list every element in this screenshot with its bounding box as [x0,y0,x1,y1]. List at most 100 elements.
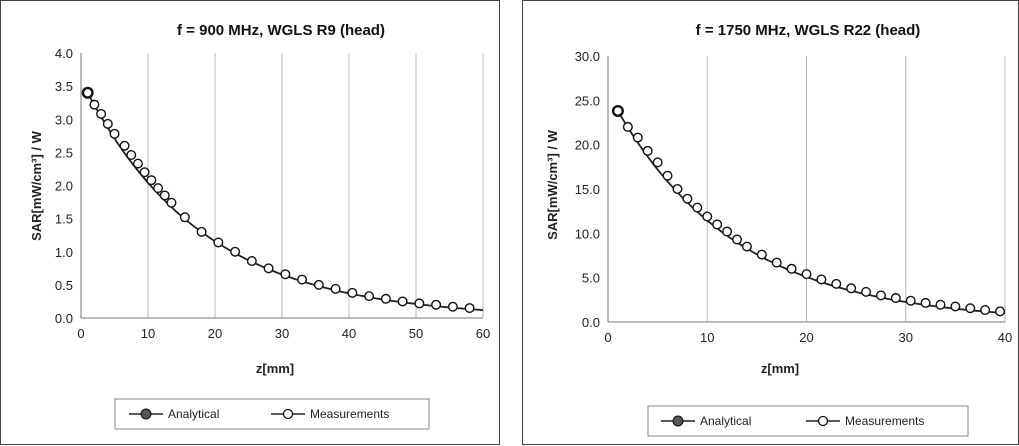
measurement-point [662,170,673,181]
measurement-point [166,197,177,208]
measurement-point [632,132,643,143]
chart-panel-900mhz: f = 900 MHz, WGLS R9 (head) z[mm] SAR[mW… [0,0,500,445]
measurement-point [132,158,143,169]
measurement-point [109,128,120,139]
measurement-point [297,274,308,285]
x-tick-label: 30 [275,326,289,341]
chart-title: f = 1750 MHz, WGLS R22 (head) [696,22,921,39]
measurement-point [196,226,207,237]
measurement-point [816,274,827,285]
measurement-point [771,257,782,268]
measurement-point [702,211,713,222]
legend-frame [114,398,430,430]
legend-measurements-label: Measurements [845,414,924,428]
x-tick-label: 20 [799,330,813,345]
x-tick-label: 40 [342,326,356,341]
measurement-point [364,291,375,302]
legend-analytical-marker [672,415,684,427]
y-tick-label: 0.5 [55,278,73,293]
measurement-point [397,296,408,307]
measurement-point [119,140,130,151]
y-tick-label: 30.0 [575,49,600,64]
measurement-point [139,167,150,178]
y-tick-label: 3.5 [55,79,73,94]
y-axis-label: SAR[mW/cm³] / W [29,130,44,241]
y-tick-label: 1.0 [55,245,73,260]
legend-measurements-marker [817,415,829,427]
measurement-point [712,219,723,230]
measurement-point [146,175,157,186]
measurement-point [280,269,291,280]
measurement-point [935,299,946,310]
measurement-point [905,295,916,306]
x-tick-label: 0 [77,326,84,341]
measurement-point [246,256,257,267]
analytical-series-line [617,110,1006,314]
measurement-point [82,87,93,98]
measurement-point [995,306,1006,317]
x-tick-label: 10 [141,326,155,341]
measurement-point [732,234,743,245]
measurement-point [722,226,733,237]
x-tick-label: 50 [409,326,423,341]
measurement-point [622,121,633,132]
measurement-point [447,301,458,312]
measurement-point [213,237,224,248]
y-tick-label: 2.5 [55,145,73,160]
x-tick-label: 10 [700,330,714,345]
y-tick-label: 3.0 [55,112,73,127]
legend-analytical-marker [140,408,152,420]
chart-panel-1750mhz: f = 1750 MHz, WGLS R22 (head) z[mm] SAR[… [522,0,1019,445]
measurement-point [313,279,324,290]
measurement-point [692,202,703,213]
chart-svg-1750mhz: f = 1750 MHz, WGLS R22 (head) z[mm] SAR[… [545,22,1013,437]
y-tick-label: 2.0 [55,179,73,194]
measurement-point [920,297,931,308]
measurement-point [890,293,901,304]
x-tick-label: 30 [899,330,913,345]
measurement-point [102,118,113,129]
measurement-point [672,183,683,194]
plot-area: 0 10 20 30 40 50 60 0.0 0.5 1.0 1.5 2.0 2.5 3.0 3.5 4.0 [55,46,490,341]
measurement-point [96,108,107,119]
x-tick-label: 0 [604,330,611,345]
y-tick-label: 10.0 [575,226,600,241]
legend: Analytical Measurements [647,405,969,437]
measurement-point [682,193,693,204]
measurement-point [756,249,767,260]
y-tick-label: 1.5 [55,212,73,227]
measurement-point [786,263,797,274]
legend-analytical-label: Analytical [168,407,219,421]
measurement-point [431,299,442,310]
measurement-point [414,298,425,309]
measurement-point [861,286,872,297]
x-axis-label: z[mm] [761,361,799,376]
y-tick-label: 15.0 [575,182,600,197]
y-tick-label: 0.0 [582,315,600,330]
measurement-point [347,287,358,298]
y-axis-label: SAR[mW/cm³] / W [545,129,560,240]
y-tick-label: 4.0 [55,46,73,61]
measurement-point [652,157,663,168]
x-tick-label: 20 [208,326,222,341]
y-tick-label: 0.0 [55,311,73,326]
measurement-point [89,99,100,110]
measurement-point [801,269,812,280]
plot-area: 0 10 20 30 40 0.0 5.0 10.0 15.0 20.0 25.0 30.0 [575,49,1013,345]
measurement-point [950,301,961,312]
x-tick-label: 40 [998,330,1012,345]
measurement-point [380,293,391,304]
y-tick-label: 5.0 [582,271,600,286]
measurement-point [230,246,241,257]
measurement-point [179,212,190,223]
measurement-point [464,303,475,314]
legend-frame [647,405,969,437]
measurement-point [153,183,164,194]
x-axis-label: z[mm] [256,361,294,376]
legend-analytical-label: Analytical [700,414,751,428]
measurement-point [126,150,137,161]
measurement-point [831,278,842,289]
y-tick-label: 20.0 [575,138,600,153]
measurement-point [965,303,976,314]
legend: Analytical Measurements [114,398,430,430]
